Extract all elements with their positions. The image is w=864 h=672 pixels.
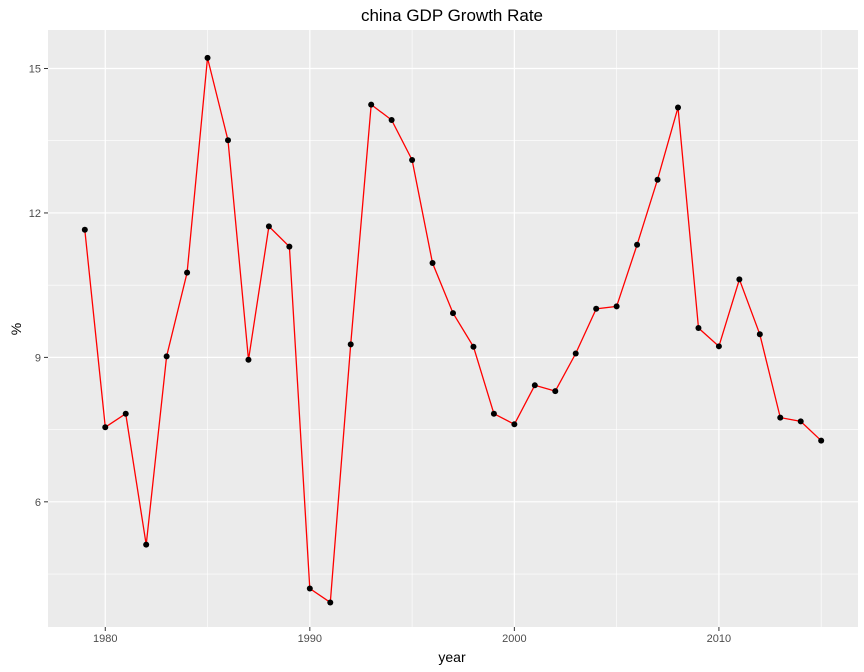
data-point bbox=[347, 341, 354, 348]
data-point bbox=[81, 226, 88, 233]
data-point bbox=[409, 156, 416, 163]
data-point bbox=[654, 176, 661, 183]
x-tick-label: 1990 bbox=[298, 633, 322, 645]
data-point bbox=[184, 269, 191, 276]
y-tick-label: 9 bbox=[35, 352, 41, 364]
data-point bbox=[675, 104, 681, 111]
series-layer bbox=[81, 54, 825, 606]
major-gridlines bbox=[48, 30, 858, 627]
y-tick-label: 15 bbox=[29, 64, 41, 76]
data-point bbox=[613, 303, 620, 310]
data-point bbox=[143, 541, 150, 548]
data-point bbox=[818, 437, 825, 444]
data-point bbox=[490, 410, 497, 417]
data-point bbox=[470, 343, 477, 350]
data-point bbox=[388, 117, 395, 124]
plot-panel bbox=[48, 30, 858, 627]
y-axis-title: % bbox=[8, 323, 24, 335]
data-point bbox=[634, 241, 641, 248]
data-point bbox=[572, 350, 579, 357]
data-point bbox=[245, 356, 252, 363]
data-point bbox=[225, 137, 231, 144]
data-point bbox=[715, 343, 722, 350]
data-point bbox=[756, 331, 763, 338]
data-point bbox=[286, 243, 293, 250]
data-point bbox=[777, 414, 784, 421]
chart-title: china GDP Growth Rate bbox=[361, 6, 543, 25]
data-point bbox=[511, 421, 518, 428]
data-point bbox=[429, 260, 436, 267]
data-point bbox=[102, 424, 109, 431]
data-point bbox=[327, 599, 334, 606]
data-point bbox=[695, 325, 702, 332]
data-point bbox=[531, 382, 538, 389]
x-tick-label: 2010 bbox=[707, 633, 731, 645]
data-point bbox=[368, 101, 375, 108]
data-point bbox=[736, 276, 743, 283]
data-point bbox=[122, 410, 129, 417]
y-axis: 6 9 12 15 bbox=[29, 64, 48, 509]
x-axis-title: year bbox=[438, 649, 466, 665]
data-point bbox=[306, 585, 313, 592]
minor-gridlines bbox=[48, 30, 858, 627]
data-point bbox=[552, 388, 559, 395]
x-tick-label: 2000 bbox=[502, 633, 526, 645]
data-point bbox=[265, 223, 272, 230]
y-tick-label: 6 bbox=[35, 497, 41, 509]
x-axis: 1980 1990 2000 2010 bbox=[93, 627, 731, 645]
x-tick-label: 1980 bbox=[93, 633, 117, 645]
data-point bbox=[593, 305, 600, 312]
data-point bbox=[450, 310, 456, 317]
y-tick-label: 12 bbox=[29, 208, 41, 220]
data-point bbox=[797, 418, 804, 425]
data-point bbox=[204, 54, 211, 61]
data-point bbox=[163, 353, 170, 360]
